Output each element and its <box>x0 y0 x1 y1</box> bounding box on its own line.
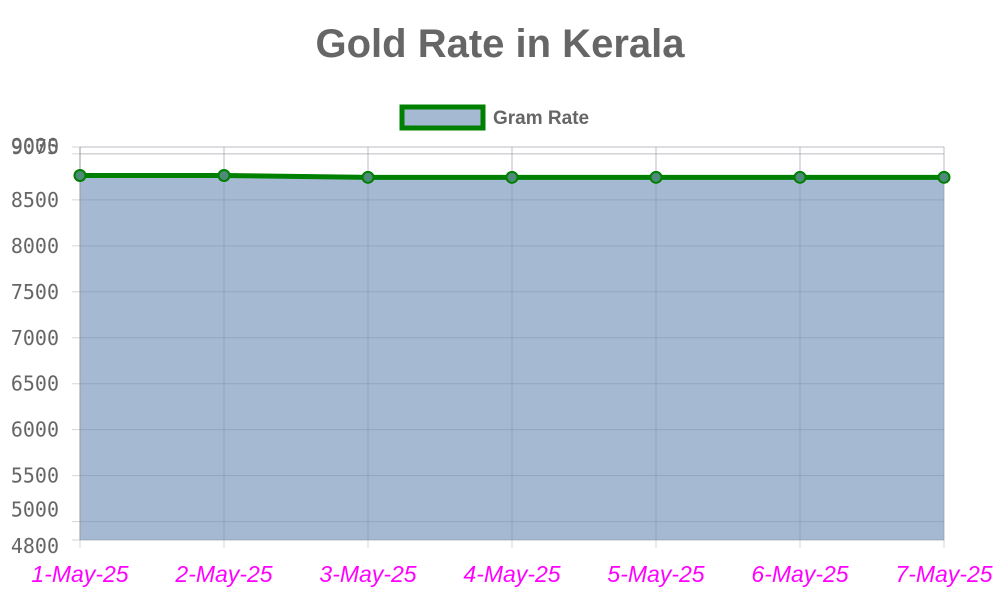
data-point <box>649 170 663 184</box>
x-tick-label: 3-May-25 <box>319 561 416 587</box>
y-tick-label: 8000 <box>11 234 59 258</box>
x-tick-label: 5-May-25 <box>607 561 704 587</box>
legend[interactable]: Gram Rate <box>399 104 589 131</box>
data-point <box>73 168 87 182</box>
legend-label: Gram Rate <box>493 108 589 129</box>
x-tick-labels: 1-May-25 2-May-25 3-May-25 4-May-25 5-May-25… <box>31 561 992 587</box>
x-tick-label: 4-May-25 <box>463 561 560 587</box>
x-tick-label: 6-May-25 <box>751 561 848 587</box>
y-tick-labels: 4800 5000 5500 6000 6500 7000 7500 8000 8500 9000… <box>11 134 59 558</box>
y-tick-label: 8500 <box>11 188 59 212</box>
area-layer <box>79 146 945 541</box>
data-point <box>361 170 375 184</box>
x-tick-label: 7-May-25 <box>895 561 992 587</box>
data-point <box>505 170 519 184</box>
y-tick-label: 9075 <box>11 135 59 159</box>
y-tick-label: 5500 <box>11 464 59 488</box>
legend-swatch <box>399 104 486 131</box>
x-tick-label: 1-May-25 <box>31 561 128 587</box>
y-tick-label: 5000 <box>11 498 59 522</box>
y-tick-label: 6500 <box>11 372 59 396</box>
chart-title: Gold Rate in Kerala <box>316 22 686 66</box>
y-tick-label: 7500 <box>11 280 59 304</box>
data-point <box>937 170 951 184</box>
data-point <box>793 170 807 184</box>
data-point <box>217 168 231 182</box>
y-tick-label: 9000 <box>11 134 59 158</box>
series-area-fill <box>80 175 944 541</box>
x-tick-label: 2-May-25 <box>174 561 272 587</box>
y-tick-label: 7000 <box>11 326 59 350</box>
y-tick-label: 4800 <box>11 534 59 558</box>
y-tick-label: 6000 <box>11 418 59 442</box>
points-layer <box>73 168 951 184</box>
